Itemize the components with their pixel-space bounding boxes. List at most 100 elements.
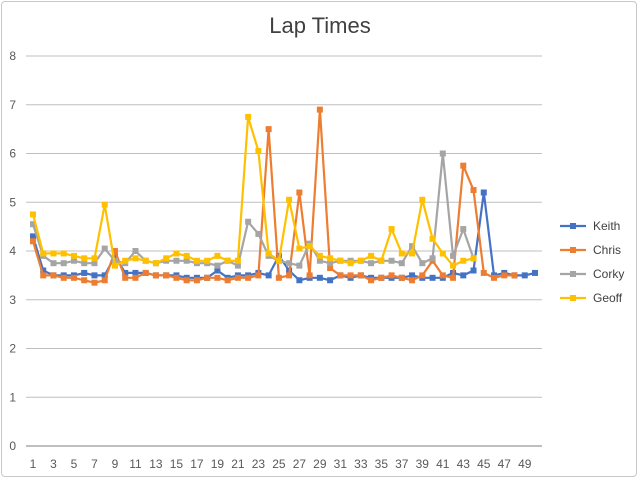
- data-point: [419, 260, 426, 267]
- data-point: [101, 272, 108, 279]
- legend-item-geoff: Geoff: [560, 291, 623, 305]
- legend-item-corky: Corky: [560, 267, 624, 281]
- x-tick-label: 47: [498, 457, 512, 471]
- data-point: [255, 148, 262, 155]
- data-point: [60, 260, 67, 267]
- data-point: [193, 257, 200, 264]
- y-tick-label: 4: [9, 244, 16, 258]
- series-line: [31, 115, 474, 267]
- data-point: [265, 250, 272, 257]
- x-tick-label: 5: [71, 457, 78, 471]
- data-point: [460, 226, 467, 233]
- data-point: [173, 257, 180, 264]
- data-point: [511, 272, 518, 279]
- data-point: [450, 274, 457, 281]
- data-point: [532, 269, 538, 276]
- x-tick-label: 37: [395, 457, 409, 471]
- data-point: [337, 257, 344, 264]
- data-point: [316, 106, 323, 113]
- data-point: [91, 279, 98, 286]
- data-point: [306, 243, 313, 250]
- data-point: [480, 269, 487, 276]
- data-point: [439, 250, 446, 257]
- legend-label: Geoff: [593, 291, 623, 305]
- x-tick-label: 17: [190, 457, 204, 471]
- data-point: [316, 274, 323, 281]
- data-point: [101, 277, 108, 284]
- legend-label: Chris: [593, 243, 621, 257]
- data-point: [152, 272, 159, 279]
- data-point: [286, 260, 293, 267]
- data-point: [50, 250, 57, 257]
- x-tick-label: 35: [375, 457, 389, 471]
- data-point: [204, 257, 211, 264]
- x-tick-label: 41: [436, 457, 450, 471]
- data-point: [214, 267, 221, 274]
- data-point: [30, 238, 36, 245]
- data-point: [40, 250, 47, 257]
- x-tick-label: 31: [334, 457, 348, 471]
- data-point: [398, 274, 405, 281]
- gridlines: [26, 55, 542, 447]
- legend-label: Corky: [593, 267, 624, 281]
- x-tick-label: 13: [149, 457, 163, 471]
- data-point: [470, 267, 477, 274]
- data-point: [245, 113, 252, 120]
- data-point: [265, 126, 272, 133]
- data-point: [439, 150, 446, 157]
- x-tick-label: 21: [231, 457, 245, 471]
- data-point: [470, 255, 477, 262]
- data-point: [460, 162, 467, 169]
- x-tick-label: 33: [354, 457, 368, 471]
- x-tick-label: 9: [112, 457, 119, 471]
- data-point: [111, 248, 118, 254]
- x-tick-label: 23: [252, 457, 266, 471]
- data-point: [101, 245, 108, 252]
- data-point: [521, 272, 528, 279]
- x-tick-label: 45: [477, 457, 491, 471]
- x-tick-label: 29: [313, 457, 327, 471]
- data-point: [286, 272, 293, 279]
- data-point: [50, 272, 57, 279]
- data-point: [193, 277, 200, 284]
- data-point: [214, 252, 221, 259]
- x-tick-label: 25: [272, 457, 286, 471]
- data-point: [265, 272, 272, 279]
- data-point: [163, 255, 170, 262]
- data-point: [245, 218, 252, 225]
- y-tick-label: 6: [9, 147, 16, 161]
- data-point: [306, 272, 313, 279]
- data-point: [501, 272, 508, 279]
- y-tick-label: 3: [9, 293, 16, 307]
- legend-label: Keith: [593, 219, 620, 233]
- data-point: [347, 272, 354, 279]
- data-point: [388, 226, 395, 233]
- data-point: [470, 187, 477, 194]
- data-point: [296, 189, 303, 196]
- data-point: [480, 189, 487, 196]
- data-point: [81, 269, 88, 276]
- data-point: [460, 257, 467, 264]
- data-point: [388, 272, 395, 279]
- data-point: [245, 274, 252, 281]
- data-point: [368, 260, 375, 267]
- x-tick-label: 43: [457, 457, 471, 471]
- data-point: [368, 252, 375, 259]
- data-point: [429, 235, 436, 242]
- data-point: [91, 255, 98, 262]
- data-point: [409, 277, 416, 284]
- data-point: [491, 274, 498, 281]
- data-point: [419, 272, 426, 279]
- chart-title: Lap Times: [269, 13, 371, 38]
- x-tick-label: 27: [293, 457, 307, 471]
- data-point: [101, 201, 108, 208]
- data-point: [70, 274, 77, 281]
- y-tick-label: 8: [9, 49, 16, 63]
- x-tick-label: 39: [416, 457, 430, 471]
- series-line: [31, 152, 475, 267]
- data-point: [327, 265, 334, 272]
- data-point: [296, 277, 303, 284]
- data-point: [142, 257, 149, 264]
- data-point: [255, 230, 262, 237]
